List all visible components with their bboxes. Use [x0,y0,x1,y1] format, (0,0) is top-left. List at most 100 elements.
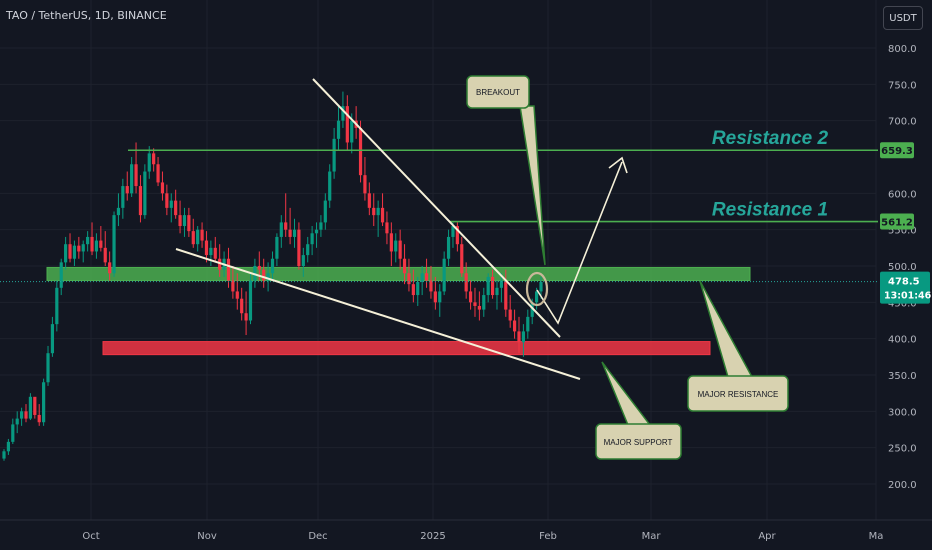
price-tick: 450.0 [888,298,917,309]
candle-body [204,240,209,256]
drawings [175,78,628,380]
candles [2,91,543,461]
candle-body [363,175,367,194]
breakout-circle[interactable] [525,271,549,307]
candle-body [490,276,495,296]
candle-body [235,291,239,299]
time-tick: 2025 [420,531,445,542]
candle-body [156,164,160,183]
major-support-callout[interactable] [595,423,682,460]
price-axis[interactable]: 800.0 750.0 700.0 600.0 550.0 500.0 450.0 400.0… [878,0,932,520]
price-label: 561.2 [881,218,913,229]
projection-arrowhead [608,156,628,174]
time-tick: Apr [758,531,776,542]
time-tick: Nov [197,531,217,542]
candle-body [539,281,543,292]
candle-body [402,258,407,274]
countdown: 13:01:46 [884,291,932,302]
candle-body [433,291,437,303]
candle-body [15,418,19,425]
major-resistance-callout[interactable] [687,375,789,412]
candle-body [244,313,248,321]
candle-body [138,186,143,216]
zones [46,266,751,356]
candle-body [37,414,41,423]
candle-body [284,222,288,230]
time-axis-bg [0,520,932,550]
candle-body [292,229,297,237]
candle-body [504,280,508,310]
price-tick: 800.0 [888,44,917,55]
candle-body [28,396,33,419]
candle-body [77,245,81,252]
descending-trendline[interactable] [312,78,561,338]
candle-body [2,451,6,459]
candle-body [169,200,173,208]
candle-body [446,236,451,259]
candle-body [55,287,59,325]
time-tick: Oct [82,531,99,542]
candle-body [257,266,261,270]
candle-body [24,411,28,419]
candle-body [248,280,253,321]
candle-body [420,273,424,282]
currency-button[interactable]: USDT [883,6,923,30]
candle-body [143,171,147,216]
candle-body [121,186,125,208]
price-label-box [880,213,914,230]
candle-body [297,229,301,266]
candle-body [182,215,187,227]
price-label: 659.3 [881,146,913,157]
candle-body [367,193,371,208]
candle-body [178,215,182,227]
price-tick: 600.0 [888,189,917,200]
candle-body [482,295,486,310]
candle-body [64,244,68,263]
price-tick: 400.0 [888,335,917,346]
candle-body [68,244,72,259]
symbol-title[interactable]: TAO / TetherUS, 1D, BINANCE [6,9,167,22]
candle-body [508,309,512,321]
support-zone[interactable] [102,341,711,356]
candle-body [424,273,429,281]
candle-body [512,320,517,332]
price-tick: 700.0 [888,117,917,128]
grid [0,0,877,520]
time-tick: Mar [642,531,662,542]
candle-body [196,229,200,245]
candle-body [174,200,178,216]
candle-body [240,298,244,314]
candle-body [358,127,363,176]
price-tick: 300.0 [888,407,917,418]
candle-body [218,258,222,270]
candle-body [266,273,270,281]
candle-body [50,324,55,354]
level-label: Resistance 2 [712,128,829,149]
time-tick: Ma [869,531,884,542]
candle-body [81,244,85,252]
time-axis[interactable]: Oct Nov Dec 2025 Feb Mar Apr Ma [0,519,932,550]
candle-body [336,120,341,139]
candle-body [86,236,90,245]
breakout-callout[interactable] [466,75,530,109]
resistance-zone[interactable] [46,266,751,282]
candle-body [460,244,464,274]
price-tick: 500.0 [888,262,917,273]
price-tick: 250.0 [888,444,917,455]
candle-body [429,280,433,292]
support-trendline[interactable] [175,248,581,380]
candle-body [376,207,380,216]
candle-body [521,331,525,343]
candle-body [130,164,134,194]
candle-body [59,262,63,288]
candle-body [319,222,323,230]
candle-body [209,247,213,256]
callouts: BREAKOUT MAJOR RESISTANCE MAJOR SUPPORT [466,75,789,460]
breakout-label: BREAKOUT [476,88,520,97]
candle-body [11,424,15,442]
candle-body [323,200,327,223]
candle-body [46,353,50,383]
candle-body [90,236,94,252]
price-tick: 350.0 [888,371,917,382]
